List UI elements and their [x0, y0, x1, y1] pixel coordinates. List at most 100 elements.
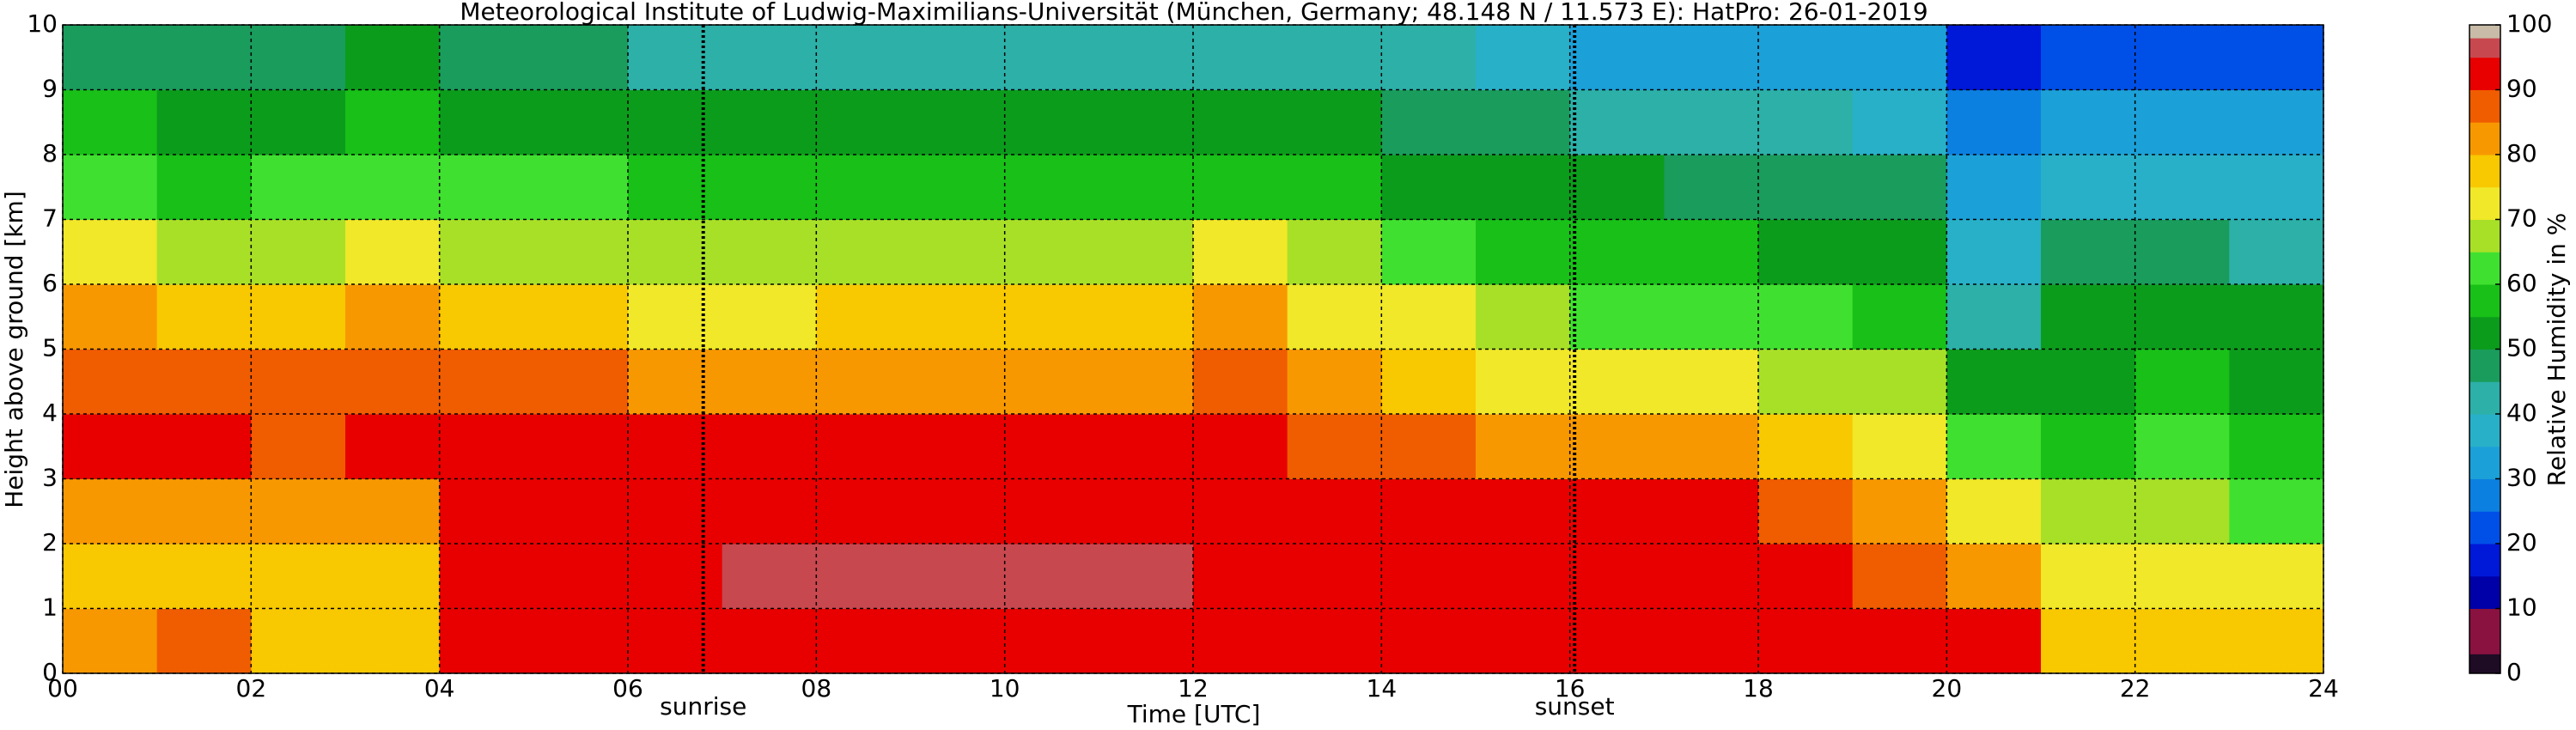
heatmap-cell	[251, 478, 346, 544]
heatmap-cell	[816, 155, 911, 220]
y-tick-label: 2	[42, 528, 58, 557]
heatmap-cell	[1946, 219, 2042, 285]
heatmap-cell	[533, 25, 629, 90]
heatmap-cell	[156, 414, 252, 479]
heatmap-cell	[63, 349, 158, 415]
colorbar-segment	[2469, 25, 2500, 39]
heatmap-cell	[628, 349, 723, 415]
heatmap-cell	[1758, 478, 1854, 544]
heatmap-cell	[1852, 89, 1947, 155]
heatmap-cell	[1664, 608, 1759, 674]
heatmap-cell	[1852, 414, 1947, 479]
y-tick-label: 1	[42, 593, 58, 622]
colorbar-segment	[2469, 252, 2500, 285]
heatmap-cell	[1852, 478, 1947, 544]
heatmap-cell	[628, 478, 723, 544]
heatmap-cell	[533, 349, 629, 415]
heatmap-cell	[1381, 608, 1477, 674]
heatmap-cell	[1476, 414, 1571, 479]
heatmap-cell	[1287, 349, 1382, 415]
heatmap-cell	[156, 89, 252, 155]
heatmap-cell	[1287, 25, 1382, 90]
colorbar-segment	[2469, 478, 2500, 512]
colorbar-segment	[2469, 219, 2500, 252]
heatmap-cell	[1758, 25, 1854, 90]
heatmap-cell	[251, 219, 346, 285]
heatmap-cell	[533, 608, 629, 674]
heatmap-cell	[439, 478, 534, 544]
heatmap-cell	[1758, 414, 1854, 479]
heatmap-cell	[1476, 219, 1571, 285]
heatmap-cell	[2041, 155, 2136, 220]
heatmap-cell	[628, 608, 723, 674]
x-tick-label: 18	[1743, 674, 1774, 703]
colorbar-segment	[2469, 316, 2500, 350]
y-axis-label: Height above ground [km]	[0, 191, 28, 508]
heatmap-cell	[156, 219, 252, 285]
heatmap-cell	[2229, 414, 2324, 479]
heatmap-cell	[1193, 414, 1288, 479]
heatmap-cell	[2229, 478, 2324, 544]
heatmap-cell	[816, 414, 911, 479]
heatmap-cell	[1381, 349, 1477, 415]
y-tick-label: 7	[42, 204, 58, 233]
heatmap-cell	[1569, 608, 1665, 674]
heatmap-cell	[1381, 89, 1477, 155]
y-tick-label: 9	[42, 75, 58, 103]
heatmap-cell	[910, 155, 1006, 220]
heatmap-cell	[1193, 608, 1288, 674]
heatmap-cell	[345, 478, 441, 544]
heatmap-cell	[1758, 608, 1854, 674]
heatmap-cell	[910, 349, 1006, 415]
heatmap-cell	[628, 544, 723, 609]
x-tick-label: 12	[1178, 674, 1209, 703]
x-axis-label: Time [UTC]	[1127, 700, 1261, 728]
y-tick-label: 8	[42, 139, 58, 167]
heatmap-cell	[2229, 219, 2324, 285]
heatmap-cell	[628, 284, 723, 350]
heatmap-cell	[1099, 608, 1194, 674]
y-tick-label: 3	[42, 464, 58, 492]
heatmap-cell	[1193, 89, 1288, 155]
heatmap-cell	[1852, 284, 1947, 350]
heatmap-cell	[1193, 284, 1288, 350]
heatmap-cell	[2041, 608, 2136, 674]
heatmap-cell	[156, 478, 252, 544]
x-tick-label: 08	[801, 674, 832, 703]
heatmap-cell	[439, 544, 534, 609]
heatmap-cell	[156, 544, 252, 609]
colorbar-segment	[2469, 155, 2500, 188]
heatmap-cell	[63, 608, 158, 674]
heatmap-cell	[1381, 219, 1477, 285]
heatmap-cell	[2229, 349, 2324, 415]
x-tick-label: 06	[612, 674, 643, 703]
heatmap-cell	[1193, 219, 1288, 285]
heatmap-cell	[1569, 219, 1665, 285]
x-tick-label: 24	[2308, 674, 2339, 703]
heatmap-cell	[1569, 155, 1665, 220]
heatmap-cell	[1381, 25, 1477, 90]
heatmap-cell	[816, 544, 911, 609]
heatmap-cell	[1758, 544, 1854, 609]
heatmap-cell	[2041, 284, 2136, 350]
heatmap-cell	[439, 284, 534, 350]
heatmap-cell	[628, 414, 723, 479]
colorbar-segment	[2469, 381, 2500, 415]
heatmap-cell	[1664, 544, 1759, 609]
heatmap-cell	[1946, 478, 2042, 544]
heatmap-cell	[2134, 349, 2230, 415]
heatmap-cell	[1381, 478, 1477, 544]
heatmap-cell	[1476, 349, 1571, 415]
colorbar-segment	[2469, 575, 2500, 609]
heatmap-cell	[1852, 219, 1947, 285]
heatmap-cell	[1193, 155, 1288, 220]
heatmap-cell	[1476, 544, 1571, 609]
heatmap-cell	[1569, 478, 1665, 544]
heatmap-cell	[156, 608, 252, 674]
colorbar-tick-label: 30	[2506, 464, 2537, 492]
colorbar-tick-label: 90	[2506, 75, 2537, 103]
heatmap-cell	[1004, 544, 1099, 609]
x-tick-label: 16	[1555, 674, 1586, 703]
heatmap-cell	[2041, 89, 2136, 155]
